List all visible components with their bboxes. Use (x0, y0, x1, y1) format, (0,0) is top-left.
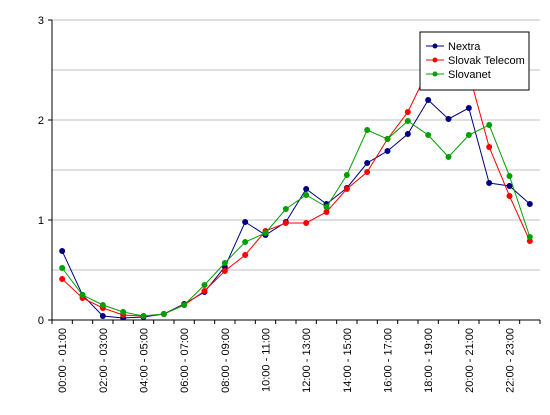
series-line (61, 65, 531, 317)
data-point (465, 105, 472, 111)
data-point (506, 193, 513, 199)
legend: Nextra Slovak Telecom Slovanet (419, 31, 530, 91)
data-point (384, 136, 391, 142)
legend-swatch-marker (432, 43, 438, 49)
data-point (201, 288, 208, 294)
legend-swatch-marker (432, 57, 438, 63)
x-tick-label: 06:00 - 07:00 (179, 328, 191, 393)
data-point (160, 311, 167, 317)
data-point (303, 192, 310, 198)
series-line (61, 120, 531, 317)
data-point (364, 127, 371, 133)
data-point (404, 109, 411, 115)
data-point (526, 234, 533, 240)
data-point (343, 172, 350, 178)
data-point (59, 248, 66, 254)
data-point (526, 201, 533, 207)
data-point (181, 302, 188, 308)
data-point (120, 309, 127, 315)
data-point (465, 132, 472, 138)
series-line (61, 99, 531, 319)
x-tick-label: 16:00 - 17:00 (383, 328, 395, 393)
data-point (282, 220, 289, 226)
data-point (506, 183, 513, 189)
data-point (486, 180, 493, 186)
data-point (506, 173, 513, 179)
legend-label: Slovanet (448, 69, 491, 81)
data-point (201, 282, 208, 288)
data-point (242, 252, 249, 258)
legend-label: Slovak Telecom (448, 55, 525, 67)
data-point (140, 313, 147, 319)
data-point (425, 132, 432, 138)
data-point (59, 276, 66, 282)
legend-box (419, 31, 530, 91)
x-tick-label: 10:00 - 11:00 (261, 328, 273, 392)
data-point (282, 206, 289, 212)
gridlines (52, 19, 540, 271)
data-point (221, 268, 228, 274)
data-point (486, 144, 493, 150)
data-point (343, 186, 350, 192)
data-point (445, 154, 452, 160)
data-point (242, 219, 249, 225)
legend-swatch-marker (432, 71, 438, 77)
data-point (303, 220, 310, 226)
data-point (404, 131, 411, 137)
series-lines (59, 63, 533, 320)
data-point (445, 116, 452, 122)
x-tick-label: 04:00 - 05:00 (139, 328, 151, 393)
x-tick-label: 20:00 - 21:00 (464, 328, 476, 393)
data-point (242, 239, 249, 245)
data-point (404, 118, 411, 124)
x-tick-label: 22:00 - 23:00 (505, 328, 517, 393)
y-tick-label: 2 (38, 115, 44, 127)
x-tick-label: 08:00 - 09:00 (220, 328, 232, 393)
data-point (425, 97, 432, 103)
data-point (323, 209, 330, 215)
axes: 0 1 2 3 00:00 - 01:00 02:00 - 03:00 04:00 - 05… (38, 15, 541, 393)
data-point (99, 313, 106, 319)
data-point (303, 186, 310, 192)
data-point (364, 160, 371, 166)
y-tick-label: 1 (38, 215, 44, 227)
x-tick-label: 14:00 - 15:00 (342, 328, 354, 393)
y-tick-label: 0 (38, 315, 44, 327)
data-point (99, 302, 106, 308)
x-tick-label: 00:00 - 01:00 (57, 328, 69, 393)
x-tick-label: 02:00 - 03:00 (98, 328, 110, 393)
data-point (262, 230, 269, 236)
data-point (323, 204, 330, 210)
legend-label: Nextra (448, 41, 481, 53)
data-point (486, 122, 493, 128)
y-tick-label: 3 (38, 15, 44, 27)
x-tick-label: 12:00 - 13:00 (301, 328, 313, 393)
data-point (221, 260, 228, 266)
data-point (79, 292, 86, 298)
x-tick-label: 18:00 - 19:00 (423, 328, 435, 393)
data-point (59, 265, 66, 271)
data-point (384, 148, 391, 154)
data-point (364, 169, 371, 175)
